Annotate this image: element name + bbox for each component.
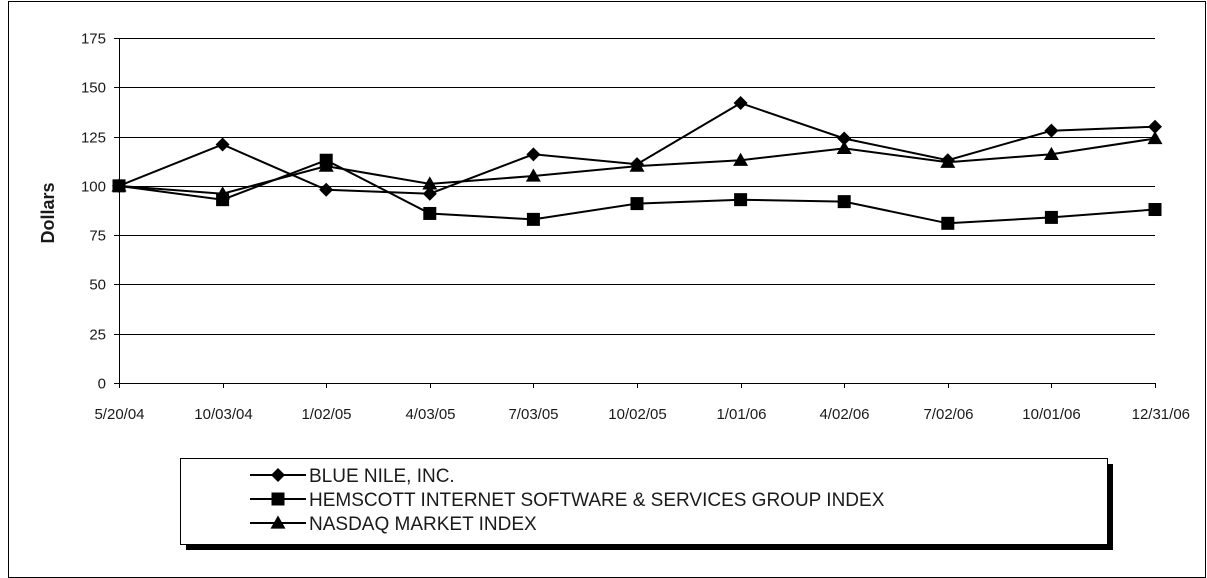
data-point-triangle <box>525 168 541 182</box>
data-point-square <box>1044 210 1058 224</box>
data-point-triangle <box>1147 131 1163 145</box>
data-point-triangle <box>629 158 645 172</box>
axes: 0 25 50 75 100 125 150 175 5/20/04 10/03/04 1/02/0… <box>81 31 1190 424</box>
data-point-triangle <box>215 186 231 200</box>
legend-label: NASDAQ MARKET INDEX <box>309 514 537 535</box>
gridlines <box>119 38 1155 335</box>
y-tick-label: 75 <box>89 228 106 245</box>
data-point-diamond <box>215 137 230 152</box>
x-tick-label: 7/02/06 <box>923 406 973 423</box>
data-point-triangle <box>111 178 127 192</box>
x-tick-label: 7/03/05 <box>508 406 558 423</box>
legend-label: HEMSCOTT INTERNET SOFTWARE & SERVICES GR… <box>309 490 885 511</box>
data-point-square <box>1148 203 1162 217</box>
x-tick-label: 10/02/05 <box>608 406 666 423</box>
data-point-diamond <box>1148 119 1162 134</box>
data-point-triangle <box>733 152 749 166</box>
data-point-diamond <box>837 131 852 146</box>
data-point-square <box>734 193 748 207</box>
y-tick-label: 100 <box>81 179 106 196</box>
data-point-square <box>423 206 437 220</box>
x-tick-label: 4/02/06 <box>819 406 869 423</box>
series-markers <box>111 96 1163 230</box>
data-point-triangle <box>422 176 438 190</box>
y-tick-label: 175 <box>81 31 106 48</box>
x-tick-label: 5/20/04 <box>94 406 144 423</box>
y-tick-label: 25 <box>89 327 106 344</box>
x-tick-label: 1/01/06 <box>716 406 766 423</box>
legend-box <box>180 458 1108 545</box>
y-tick-label: 150 <box>81 80 106 97</box>
legend-label: BLUE NILE, INC. <box>309 466 455 487</box>
data-point-square <box>837 195 851 209</box>
x-tick-label: 10/01/06 <box>1022 406 1080 423</box>
legend-marker-diamond <box>271 468 285 482</box>
data-point-triangle <box>1043 146 1059 160</box>
data-point-triangle <box>940 154 956 168</box>
y-tick-label: 0 <box>98 376 106 393</box>
x-tick-label: 1/02/05 <box>301 406 351 423</box>
x-tick-label: 10/03/04 <box>194 406 252 423</box>
x-tick-label: 4/03/05 <box>405 406 455 423</box>
data-point-square <box>941 216 955 230</box>
data-point-diamond <box>422 186 437 201</box>
data-point-diamond <box>1044 123 1059 138</box>
x-tick-label: 12/31/06 <box>1132 406 1190 423</box>
y-axis-title: Dollars <box>38 182 58 243</box>
data-point-square <box>630 197 644 211</box>
data-point-diamond <box>526 147 541 162</box>
y-tick-label: 125 <box>81 130 106 147</box>
legend: BLUE NILE, INC. HEMSCOTT INTERNET SOFTWAR… <box>180 458 1113 550</box>
data-point-triangle <box>318 158 334 172</box>
legend-marker-triangle <box>270 515 286 529</box>
data-point-triangle <box>836 140 852 155</box>
data-point-diamond <box>319 182 334 197</box>
data-point-diamond <box>733 96 748 111</box>
y-tick-label: 50 <box>89 277 106 294</box>
legend-marker-square <box>271 492 285 506</box>
data-point-square <box>526 212 540 226</box>
